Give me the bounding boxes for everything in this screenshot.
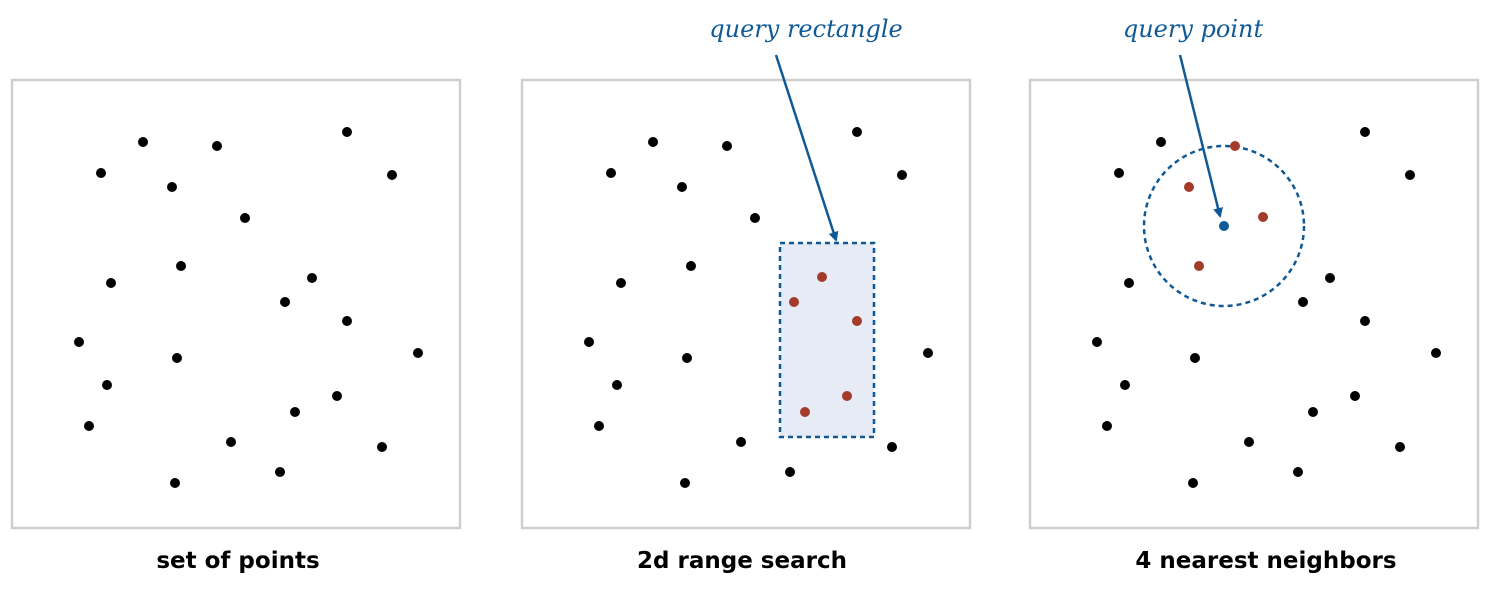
data-point [1120, 380, 1130, 390]
nearest-neighbor-point [1194, 261, 1204, 271]
query-point [1219, 221, 1229, 231]
panel-nearest-neighbors: query point 4 nearest neighbors [1028, 15, 1480, 574]
data-point [1431, 348, 1441, 358]
data-point [1360, 316, 1370, 326]
data-point [1124, 278, 1134, 288]
panel-caption: set of points [156, 548, 319, 574]
data-point [1293, 467, 1303, 477]
data-point [606, 168, 616, 178]
data-point [332, 391, 342, 401]
data-point [102, 380, 112, 390]
panel-range-search: query rectangle 2d range search [520, 15, 972, 574]
data-point [342, 127, 352, 137]
data-point [1405, 170, 1415, 180]
data-point [648, 137, 658, 147]
data-point [1298, 297, 1308, 307]
data-point [1114, 168, 1124, 178]
data-point [1092, 337, 1102, 347]
data-point [1156, 137, 1166, 147]
point-group [584, 127, 933, 488]
data-point [226, 437, 236, 447]
neighbor-radius-circle [1142, 144, 1306, 308]
data-point [680, 478, 690, 488]
data-point [1360, 127, 1370, 137]
query-point-arrow [1178, 54, 1223, 218]
data-point [616, 278, 626, 288]
query-rectangle-arrow [774, 54, 839, 242]
data-point [612, 380, 622, 390]
data-point [594, 421, 604, 431]
data-point [176, 261, 186, 271]
data-point [1325, 273, 1335, 283]
data-point [1308, 407, 1318, 417]
data-point [923, 348, 933, 358]
data-point [84, 421, 94, 431]
in-range-point [800, 407, 810, 417]
data-point [1395, 442, 1405, 452]
data-point [677, 182, 687, 192]
data-point [584, 337, 594, 347]
data-point [240, 213, 250, 223]
data-point [852, 127, 862, 137]
data-point [280, 297, 290, 307]
panel-frame [1028, 78, 1480, 530]
data-point [1102, 421, 1112, 431]
in-range-point [842, 391, 852, 401]
data-point [722, 141, 732, 151]
point-group [74, 127, 423, 488]
data-point [290, 407, 300, 417]
data-point [96, 168, 106, 178]
nearest-neighbor-point [1230, 141, 1240, 151]
panel-frame [10, 78, 462, 530]
data-point [167, 182, 177, 192]
point-group [1092, 127, 1441, 488]
data-point [170, 478, 180, 488]
data-point [387, 170, 397, 180]
data-point [785, 467, 795, 477]
data-point [377, 442, 387, 452]
nearest-neighbor-point [1184, 182, 1194, 192]
data-point [275, 467, 285, 477]
query-rectangle [778, 241, 876, 439]
data-point [1190, 353, 1200, 363]
panel-caption: 4 nearest neighbors [1135, 548, 1396, 574]
data-point [682, 353, 692, 363]
data-point [1188, 478, 1198, 488]
data-point [736, 437, 746, 447]
data-point [887, 442, 897, 452]
data-point [686, 261, 696, 271]
query-point-label: query point [1123, 15, 1264, 43]
data-point [106, 278, 116, 288]
panel-set-of-points: set of points [10, 78, 462, 574]
data-point [1244, 437, 1254, 447]
data-point [413, 348, 423, 358]
data-point [74, 337, 84, 347]
data-point [307, 273, 317, 283]
data-point [138, 137, 148, 147]
data-point [750, 213, 760, 223]
data-point [212, 141, 222, 151]
data-point [172, 353, 182, 363]
data-point [897, 170, 907, 180]
data-point [1350, 391, 1360, 401]
in-range-point [852, 316, 862, 326]
data-point [342, 316, 352, 326]
in-range-point [817, 272, 827, 282]
nearest-neighbor-point [1258, 212, 1268, 222]
query-rectangle-label: query rectangle [709, 15, 902, 43]
in-range-point [789, 297, 799, 307]
panel-frame [520, 78, 972, 530]
panel-caption: 2d range search [637, 548, 847, 574]
